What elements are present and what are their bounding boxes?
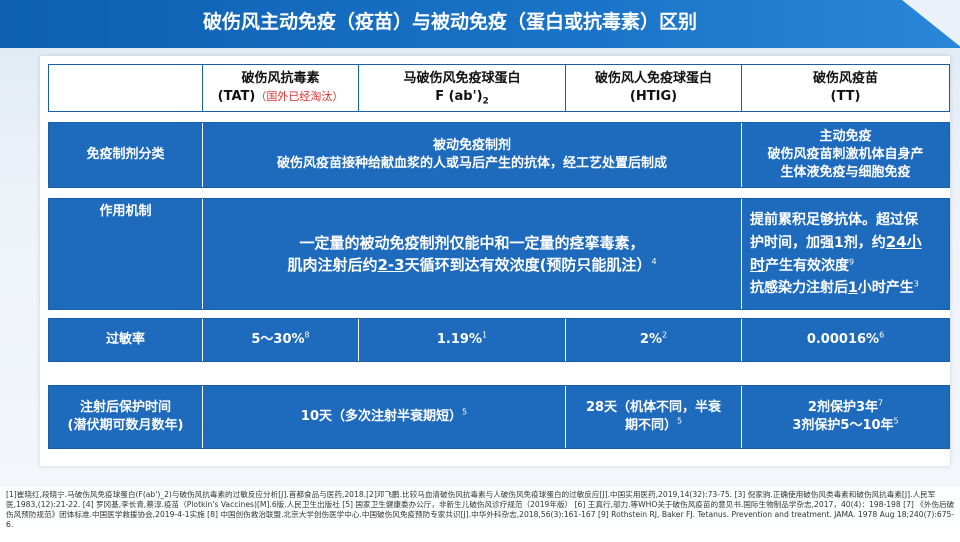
header-fab2-abbr: F (ab')2 (435, 88, 489, 106)
protection-vaccine: 2剂保护3年7 3剂保护5～10年5 (741, 386, 949, 448)
mechanism-active-text-b: 产生有效浓度 (765, 258, 850, 274)
header-fab2-sub: 2 (482, 96, 489, 107)
mechanism-active-line3: 时产生有效浓度9 (750, 254, 854, 277)
header-empty-cell (49, 65, 202, 111)
protection-htig-line2: 期不同）5 (625, 417, 682, 435)
header-tt-name: 破伤风疫苗 (812, 71, 878, 86)
allergy-row: 过敏率 5～30%8 1.19%1 2%2 0.00016%6 (48, 318, 950, 362)
header-tat: 破伤风抗毒素 (TAT)（国外已经淘汰） (202, 65, 358, 111)
protection-htig: 28天（机体不同，半衰 期不同）5 (565, 386, 741, 448)
category-active: 主动免疫 破伤风疫苗刺激机体自身产 生体液免疫与细胞免疫 (741, 123, 949, 187)
allergy-tt-value: 0.00016% (806, 332, 880, 347)
category-active-desc2: 生体液免疫与细胞免疫 (780, 165, 911, 180)
mechanism-active-line2: 护时间，加强1剂，约24小 (750, 231, 922, 254)
header-htig: 破伤风人免疫球蛋白 (HTIG) (565, 65, 741, 111)
protection-antitoxin-ref: 5 (462, 407, 468, 417)
header-fab2-code: F (ab') (435, 89, 483, 104)
mechanism-passive-text-c: 天循环到达有效浓度(预防只能肌注） (404, 256, 652, 274)
protection-label-line1: 注射后保护时间 (79, 400, 171, 415)
references-footnote: [1]崔晓红,段晓宁.马破伤风免疫球蛋白(F(ab')_2)与破伤风抗毒素的过敏… (6, 490, 955, 529)
protection-antitoxin: 10天（多次注射半衰期短）5 (202, 386, 565, 448)
header-fab2-name: 马破伤风免疫球蛋白 (403, 71, 521, 86)
mechanism-active-line1: 提前累积足够抗体。超过保 (750, 212, 918, 228)
mechanism-passive-line2: 肌肉注射后约2-3天循环到达有效浓度(预防只能肌注）4 (287, 254, 656, 276)
allergy-htig: 2%2 (565, 319, 741, 361)
mechanism-active-text-c: 抗感染力注射后 (750, 280, 848, 296)
protection-htig-line1: 28天（机体不同，半衰 (585, 400, 722, 415)
allergy-fab2: 1.19%1 (358, 319, 565, 361)
slide-title: 破伤风主动免疫（疫苗）与被动免疫（蛋白或抗毒素）区别 (202, 11, 697, 33)
protection-row: 注射后保护时间 (潜伏期可数月数年) 10天（多次注射半衰期短）5 28天（机体… (48, 385, 950, 449)
mechanism-active-ref2: 3 (913, 279, 919, 289)
protection-htig-line2-text: 期不同） (624, 418, 677, 433)
mechanism-passive-text-a: 肌肉注射后约 (287, 256, 378, 274)
header-fab2: 马破伤风免疫球蛋白 F (ab')2 (358, 65, 565, 111)
allergy-tt-ref: 6 (879, 330, 885, 340)
mechanism-active: 提前累积足够抗体。超过保 护时间，加强1剂，约24小 时产生有效浓度9 抗感染力… (741, 199, 949, 309)
allergy-tat: 5～30%8 (202, 319, 358, 361)
allergy-tat-ref: 8 (304, 330, 310, 340)
category-passive-desc: 破伤风疫苗接种给献血浆的人或马后产生的抗体，经工艺处置后制成 (276, 156, 667, 171)
mechanism-active-text-a: 护时间，加强1剂，约 (750, 235, 886, 251)
protection-vaccine-line2: 3剂保护5～10年5 (792, 417, 898, 435)
category-active-title: 主动免疫 (819, 129, 872, 144)
header-tat-code: (TAT) (217, 89, 256, 104)
footer-band (0, 487, 960, 542)
header-row: 破伤风抗毒素 (TAT)（国外已经淘汰） 马破伤风免疫球蛋白 F (ab')2 … (48, 64, 950, 112)
title-bar (0, 0, 960, 48)
allergy-label: 过敏率 (49, 319, 202, 361)
allergy-fab2-value: 1.19% (436, 332, 482, 347)
mechanism-row: 作用机制 一定量的被动免疫制剂仅能中和一定量的痉挛毒素， 肌肉注射后约2-3天循… (48, 198, 950, 310)
mechanism-passive-days: 2-3 (377, 256, 405, 274)
header-tt-abbr: (TT) (830, 89, 861, 104)
mechanism-active-ref1: 9 (849, 257, 855, 267)
category-active-desc1: 破伤风疫苗刺激机体自身产 (767, 147, 924, 162)
mechanism-passive-ref: 4 (651, 257, 657, 266)
header-tt: 破伤风疫苗 (TT) (741, 65, 949, 111)
protection-vaccine-ref1: 7 (878, 398, 884, 408)
mechanism-active-onehour: 1 (848, 280, 858, 296)
header-tat-abbr: (TAT)（国外已经淘汰） (218, 88, 344, 106)
protection-vaccine-line2-text: 3剂保护5～10年 (792, 418, 894, 433)
mechanism-passive: 一定量的被动免疫制剂仅能中和一定量的痉挛毒素， 肌肉注射后约2-3天循环到达有效… (202, 199, 741, 309)
mechanism-label: 作用机制 (49, 199, 202, 309)
allergy-htig-ref: 2 (661, 330, 668, 340)
mechanism-active-text-d: 小时产生 (857, 280, 914, 296)
allergy-fab2-ref: 1 (482, 330, 488, 340)
allergy-htig-value: 2% (639, 332, 662, 347)
mechanism-active-hours: 24小 (885, 233, 922, 251)
protection-label: 注射后保护时间 (潜伏期可数月数年) (49, 386, 202, 448)
category-row: 免疫制剂分类 被动免疫制剂 破伤风疫苗接种给献血浆的人或马后产生的抗体，经工艺处… (48, 122, 950, 188)
protection-label-line2: (潜伏期可数月数年) (67, 418, 184, 433)
mechanism-active-hour-tail: 时 (750, 256, 766, 274)
allergy-tt: 0.00016%6 (741, 319, 949, 361)
mechanism-passive-line1: 一定量的被动免疫制剂仅能中和一定量的痉挛毒素， (299, 234, 645, 252)
allergy-tat-value: 5～30% (251, 332, 305, 347)
mechanism-active-line4: 抗感染力注射后1小时产生3 (750, 277, 919, 299)
protection-vaccine-ref2: 5 (893, 416, 899, 426)
protection-vaccine-line1: 2剂保护3年7 (808, 399, 883, 417)
protection-htig-ref: 5 (676, 416, 683, 426)
header-tat-name: 破伤风抗毒素 (241, 71, 320, 86)
header-htig-abbr: (HTIG) (629, 89, 678, 104)
category-passive-title: 被动免疫制剂 (432, 138, 511, 153)
header-tat-note: （国外已经淘汰） (255, 90, 344, 103)
category-passive: 被动免疫制剂 破伤风疫苗接种给献血浆的人或马后产生的抗体，经工艺处置后制成 (202, 123, 741, 187)
protection-antitoxin-value: 10天（多次注射半衰期短） (300, 409, 462, 424)
category-label: 免疫制剂分类 (49, 123, 202, 187)
protection-vaccine-line1-text: 2剂保护3年 (807, 400, 878, 415)
header-htig-name: 破伤风人免疫球蛋白 (594, 71, 712, 86)
